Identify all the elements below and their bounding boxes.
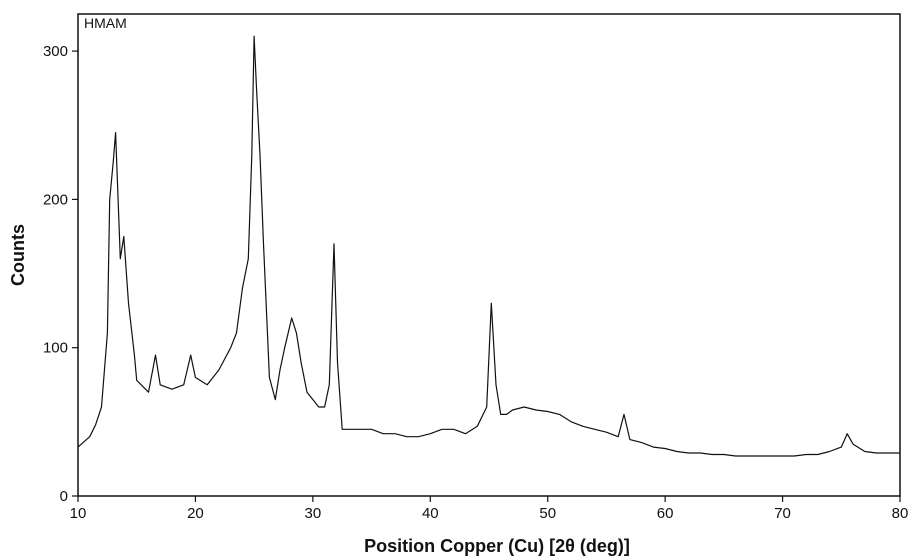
series-line bbox=[77, 35, 900, 457]
x-axis-title: Position Copper (Cu) [2θ (deg)] bbox=[364, 536, 630, 556]
x-tick-label: 40 bbox=[422, 505, 439, 522]
x-tick-label: 80 bbox=[892, 505, 909, 522]
y-tick-label: 200 bbox=[43, 191, 68, 208]
x-tick-label: 10 bbox=[70, 505, 87, 522]
y-axis-title: Counts bbox=[8, 224, 28, 286]
x-tick-label: 50 bbox=[539, 505, 556, 522]
x-tick-label: 60 bbox=[657, 505, 674, 522]
y-tick-label: 300 bbox=[43, 43, 68, 60]
y-tick-label: 100 bbox=[43, 340, 68, 357]
x-tick-label: 30 bbox=[305, 505, 322, 522]
x-tick-label: 70 bbox=[774, 505, 791, 522]
sample-label: HMAM bbox=[84, 15, 127, 31]
x-tick-label: 20 bbox=[187, 505, 204, 522]
y-tick-label: 0 bbox=[60, 488, 68, 505]
axis-ticks: 10 20 30 40 50 60 70 80 0 100 200 300 bbox=[43, 43, 908, 522]
plot-frame bbox=[77, 13, 901, 497]
